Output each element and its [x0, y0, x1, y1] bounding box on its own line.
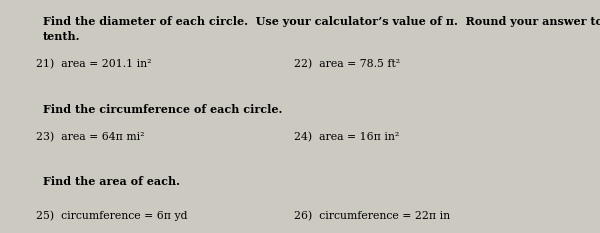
Text: 24)  area = 16π in²: 24) area = 16π in²	[294, 132, 399, 142]
Text: 26)  circumference = 22π in: 26) circumference = 22π in	[294, 211, 450, 221]
Text: Find the circumference of each circle.: Find the circumference of each circle.	[43, 104, 283, 115]
Text: Find the area of each.: Find the area of each.	[43, 176, 180, 187]
Text: 21)  area = 201.1 in²: 21) area = 201.1 in²	[36, 59, 151, 70]
Text: Find the diameter of each circle.  Use your calculator’s value of π.  Round your: Find the diameter of each circle. Use yo…	[43, 16, 600, 42]
Text: 25)  circumference = 6π yd: 25) circumference = 6π yd	[36, 211, 187, 221]
Text: 23)  area = 64π mi²: 23) area = 64π mi²	[36, 132, 145, 142]
Text: 22)  area = 78.5 ft²: 22) area = 78.5 ft²	[294, 59, 400, 70]
